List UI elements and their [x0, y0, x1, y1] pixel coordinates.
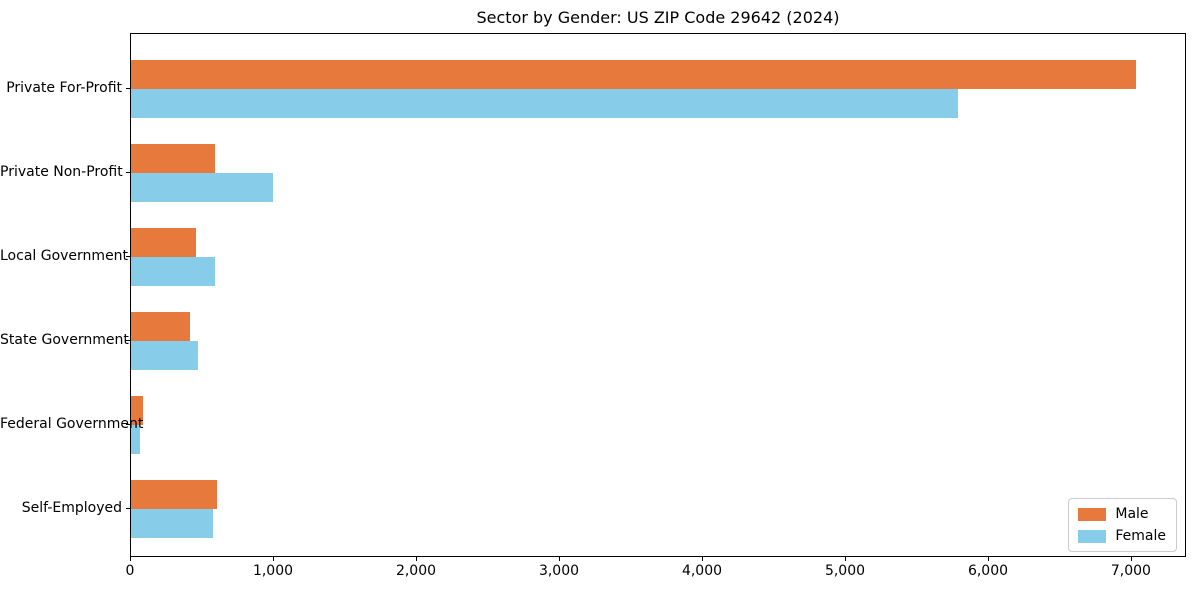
bar-female-local-government: [131, 257, 215, 286]
bar-female-private-non-profit: [131, 173, 273, 202]
bar-female-state-government: [131, 341, 198, 370]
legend-item-male: Male: [1078, 506, 1166, 522]
x-tick-label-7-000: 7,000: [1110, 563, 1151, 579]
y-axis-label-self-employed: Self-Employed: [21, 500, 122, 516]
legend-item-female: Female: [1078, 528, 1166, 544]
bar-female-federal-government: [131, 425, 140, 454]
bar-male-private-for-profit: [131, 60, 1137, 89]
x-tick-label-2-000: 2,000: [395, 563, 437, 579]
y-tick-mark: [126, 256, 130, 257]
x-tick-label-6-000: 6,000: [967, 563, 1009, 579]
bar-male-local-government: [131, 228, 197, 257]
y-tick-mark: [126, 424, 130, 425]
bar-female-self-employed: [131, 509, 213, 538]
y-axis-label-private-non-profit: Private Non-Profit: [0, 164, 123, 180]
legend-label-female: Female: [1115, 528, 1166, 544]
y-axis-label-state-government: State Government: [0, 332, 129, 348]
x-tick-mark: [130, 557, 131, 561]
y-axis-label-private-for-profit: Private For-Profit: [6, 80, 122, 96]
y-axis-label-federal-government: Federal Government: [0, 416, 144, 432]
bar-male-federal-government: [131, 396, 144, 425]
x-tick-mark: [1130, 557, 1132, 561]
x-tick-mark: [416, 557, 417, 561]
chart-title: Sector by Gender: US ZIP Code 29642 (202…: [476, 8, 840, 27]
y-tick-mark: [126, 508, 130, 509]
x-tick-label-5-000: 5,000: [824, 563, 866, 579]
x-tick-mark: [988, 557, 989, 561]
x-tick-mark: [273, 557, 274, 561]
x-tick-mark: [702, 557, 703, 561]
bar-male-self-employed: [131, 480, 217, 509]
female-legend-swatch-icon: [1078, 529, 1107, 543]
x-tick-label-4-000: 4,000: [681, 563, 723, 579]
bar-female-private-for-profit: [131, 89, 958, 118]
bar-male-private-non-profit: [131, 144, 216, 173]
y-tick-mark: [126, 172, 130, 173]
y-axis-label-local-government: Local Government: [0, 248, 129, 264]
x-tick-mark: [559, 557, 560, 561]
male-legend-swatch-icon: [1078, 507, 1107, 521]
y-tick-mark: [126, 88, 130, 89]
x-tick-label-1-000: 1,000: [252, 563, 294, 579]
y-tick-mark: [126, 340, 130, 341]
x-tick-label-3-000: 3,000: [538, 563, 580, 579]
legend: Male Female: [1068, 498, 1177, 552]
x-tick-label-0: 0: [125, 563, 135, 579]
legend-label-male: Male: [1115, 506, 1149, 522]
bar-male-state-government: [131, 312, 191, 341]
x-tick-mark: [845, 557, 846, 561]
plot-area: Male Female: [130, 33, 1186, 557]
